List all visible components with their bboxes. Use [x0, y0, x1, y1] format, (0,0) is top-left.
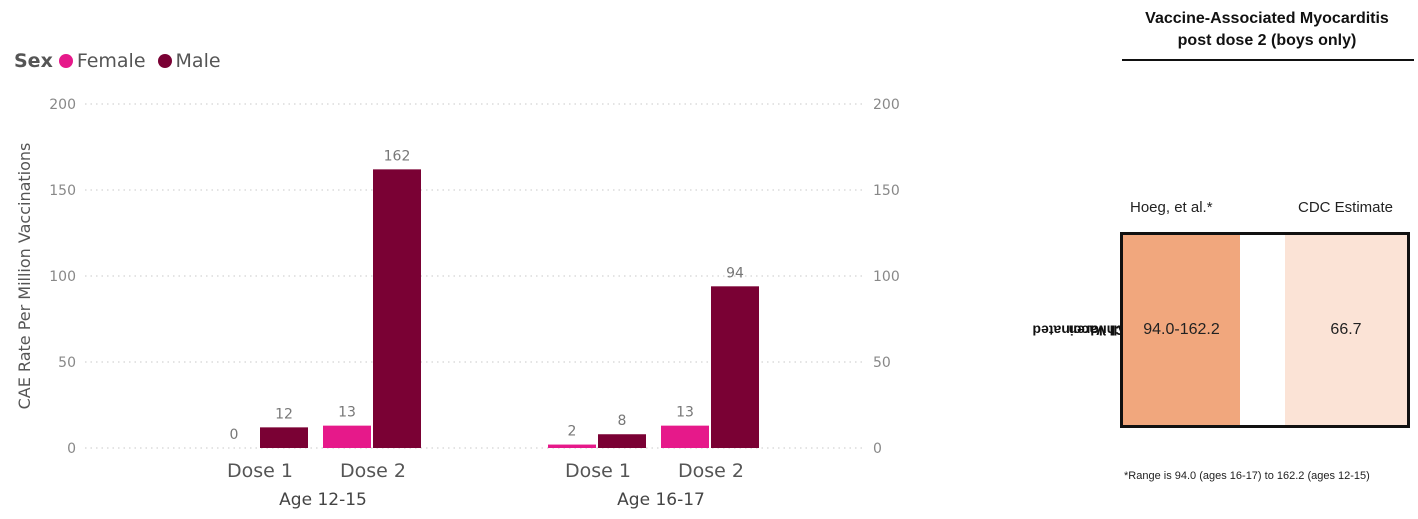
- bar-male-g0-c0: [260, 427, 308, 448]
- bar-chart: 0 0 50 50 100 100 150 150 200 200 CAE Rate Per Mil…: [15, 97, 900, 510]
- y-tick-right-50: 50: [873, 355, 891, 371]
- y-tick-left-150: 150: [49, 183, 76, 199]
- cell-hoeg-estimate: 94.0-162.2: [1123, 235, 1240, 425]
- legend-male-dot: [157, 54, 172, 68]
- panel-title-rule: [1122, 59, 1414, 61]
- estimate-table: 94.0-162.2 66.7: [1120, 232, 1410, 428]
- data-label-female-g0-c1: 13: [338, 405, 356, 421]
- legend-female-label: Female: [76, 50, 146, 72]
- cell-cdc-estimate: 66.7: [1285, 235, 1407, 425]
- data-label-female-g1-c0: 2: [568, 424, 577, 440]
- y-tick-left-200: 200: [49, 97, 76, 113]
- x-tick-g1-c0: Dose 1: [565, 460, 631, 482]
- data-label-female-g1-c1: 13: [676, 405, 694, 421]
- y-tick-left-100: 100: [49, 269, 76, 285]
- column-label-hoeg: Hoeg, et al.*: [1130, 199, 1213, 216]
- y-tick-left-0: 0: [67, 441, 76, 457]
- bar-male-g1-c0: [598, 434, 646, 448]
- group-label-1: Age 16-17: [617, 490, 705, 510]
- bar-female-g0-c1: [323, 425, 371, 448]
- y-tick-right-200: 200: [873, 97, 900, 113]
- column-label-cdc: CDC Estimate: [1298, 199, 1394, 216]
- group-label-0: Age 12-15: [279, 490, 367, 510]
- legend-item-female[interactable]: Female: [58, 50, 146, 72]
- data-label-male-g1-c1: 94: [726, 265, 744, 281]
- legend-title: Sex: [14, 50, 53, 72]
- cell-cdc-value: 66.7: [1330, 321, 1362, 338]
- bar-female-g1-c1: [661, 425, 709, 448]
- row-label: All Vaccinated Children: [1032, 250, 1128, 410]
- y-tick-right-0: 0: [873, 441, 882, 457]
- x-tick-g0-c0: Dose 1: [227, 460, 293, 482]
- y-tick-right-100: 100: [873, 269, 900, 285]
- panel-title: Vaccine-Associated Myocarditis post dose…: [1122, 8, 1412, 52]
- legend-female-dot: [58, 54, 73, 68]
- data-label-male-g0-c1: 162: [384, 148, 411, 164]
- legend-item-male[interactable]: Male: [157, 50, 221, 72]
- y-axis-label: CAE Rate Per Million Vaccinations: [15, 143, 34, 410]
- panel-title-line1: Vaccine-Associated Myocarditis: [1145, 10, 1389, 27]
- cell-hoeg-value: 94.0-162.2: [1143, 321, 1220, 338]
- bar-male-g0-c1: [373, 169, 421, 449]
- data-label-male-g1-c0: 8: [618, 413, 627, 429]
- legend: Sex Female Male: [14, 50, 233, 72]
- bar-male-g1-c1: [711, 286, 759, 448]
- data-label-female-g0-c0: 0: [230, 427, 239, 443]
- y-tick-left-50: 50: [58, 355, 76, 371]
- panel-title-line2: post dose 2 (boys only): [1177, 32, 1357, 49]
- footnote: *Range is 94.0 (ages 16-17) to 162.2 (ag…: [1124, 470, 1370, 482]
- x-tick-g0-c1: Dose 2: [340, 460, 406, 482]
- y-tick-right-150: 150: [873, 183, 900, 199]
- data-label-male-g0-c0: 12: [275, 406, 293, 422]
- bar-female-g1-c0: [548, 444, 596, 448]
- x-tick-g1-c1: Dose 2: [678, 460, 744, 482]
- legend-male-label: Male: [175, 50, 221, 72]
